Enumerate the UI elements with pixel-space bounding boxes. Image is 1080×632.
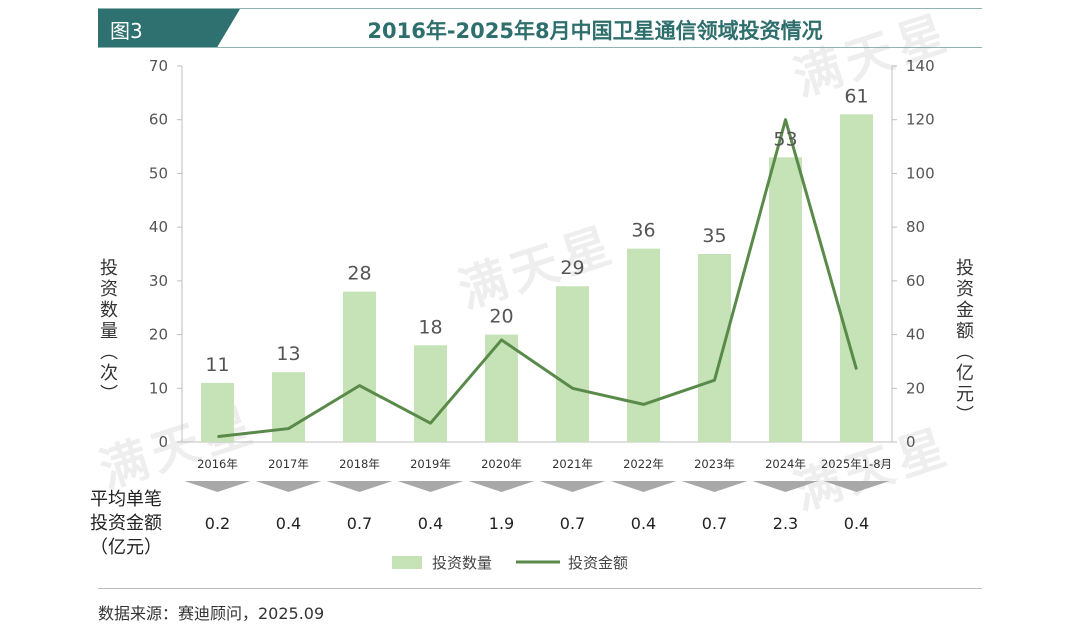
x-tick-label: 2019年	[410, 457, 451, 471]
bar	[556, 286, 589, 442]
x-tick-label: 2025年1-8月	[821, 457, 892, 471]
line-series	[217, 118, 858, 439]
x-tick-label: 2021年	[552, 457, 593, 471]
average-value: 0.7	[702, 514, 727, 533]
bar-data-label: 20	[489, 306, 513, 328]
x-tick-label: 2023年	[694, 457, 735, 471]
x-tick-label: 2020年	[481, 457, 522, 471]
chart-title: 2016年-2025年8月中国卫星通信领域投资情况	[367, 19, 823, 43]
average-row-title-line: 平均单笔	[90, 489, 162, 510]
bar	[769, 157, 802, 443]
x-tick-label: 2022年	[623, 457, 664, 471]
bar	[840, 114, 873, 442]
chevron-marker	[397, 481, 464, 492]
chevron-marker	[255, 481, 322, 492]
legend-line-label: 投资金额	[568, 554, 628, 572]
left-tick-label: 0	[158, 433, 168, 451]
average-value: 0.4	[631, 514, 656, 533]
bar	[272, 372, 305, 442]
left-axis-title: 投资数量（次）	[97, 258, 118, 405]
bar	[343, 291, 376, 442]
left-tick-label: 70	[149, 57, 168, 75]
average-value: 0.2	[205, 514, 230, 533]
source-note: 数据来源：赛迪顾问，2025.09	[98, 604, 325, 623]
right-tick-label: 0	[906, 433, 916, 451]
bar	[201, 382, 234, 442]
bar	[698, 254, 731, 442]
x-tick-label: 2016年	[197, 457, 238, 471]
chevron-marker	[823, 481, 890, 492]
legend-bar-swatch	[392, 556, 422, 569]
bar-data-label: 11	[205, 354, 229, 376]
average-value: 0.4	[276, 514, 301, 533]
chevron-marker	[752, 481, 819, 492]
chevron-marker	[326, 481, 393, 492]
bar-data-label: 35	[702, 225, 726, 247]
average-row-title-line: 投资金额	[90, 513, 162, 534]
header-top-rule	[98, 8, 982, 9]
right-axis-title: 投资金额（亿元）	[953, 258, 974, 426]
x-tick-label: 2018年	[339, 457, 380, 471]
right-tick-label: 60	[906, 272, 925, 290]
left-tick-label: 20	[149, 326, 168, 344]
source-divider	[98, 588, 982, 589]
right-tick-label: 120	[906, 111, 935, 129]
bar-data-label: 13	[276, 343, 300, 365]
left-tick-label: 50	[149, 164, 168, 182]
right-tick-label: 80	[906, 218, 925, 236]
bar	[414, 345, 447, 442]
chevron-marker	[681, 481, 748, 492]
chevron-marker	[184, 481, 251, 492]
bar	[627, 248, 660, 442]
chevron-marker	[610, 481, 677, 492]
header-bottom-rule	[98, 47, 982, 48]
average-value: 0.4	[844, 514, 869, 533]
legend-bar-label: 投资数量	[432, 554, 492, 572]
x-tick-label: 2024年	[765, 457, 806, 471]
bar	[485, 334, 518, 442]
figure-label: 图3	[110, 19, 143, 43]
bar-data-label: 61	[844, 85, 868, 107]
average-row-title: 平均单笔 投资金额 （亿元）	[66, 488, 186, 560]
chevron-marker	[468, 481, 535, 492]
right-tick-label: 40	[906, 326, 925, 344]
right-tick-label: 20	[906, 379, 925, 397]
right-tick-label: 140	[906, 57, 935, 75]
bar-data-label: 53	[773, 128, 797, 150]
left-tick-label: 30	[149, 272, 168, 290]
chevron-marker	[539, 481, 606, 492]
right-tick-label: 100	[906, 164, 935, 182]
figure-header: 图3 2016年-2025年8月中国卫星通信领域投资情况	[0, 0, 1080, 56]
average-value: 0.7	[347, 514, 372, 533]
average-row-title-line: （亿元）	[90, 537, 162, 558]
average-value: 2.3	[773, 514, 798, 533]
left-tick-label: 40	[149, 218, 168, 236]
x-tick-label: 2017年	[268, 457, 309, 471]
average-value: 0.7	[560, 514, 585, 533]
bar-data-label: 29	[560, 257, 584, 279]
figure-label-badge: 图3	[98, 9, 240, 47]
bar-data-label: 18	[418, 316, 442, 338]
average-value: 1.9	[489, 514, 514, 533]
bar-data-label: 28	[347, 263, 371, 285]
left-tick-label: 60	[149, 111, 168, 129]
left-tick-label: 10	[149, 379, 168, 397]
bar-data-label: 36	[631, 220, 655, 242]
average-value: 0.4	[418, 514, 443, 533]
